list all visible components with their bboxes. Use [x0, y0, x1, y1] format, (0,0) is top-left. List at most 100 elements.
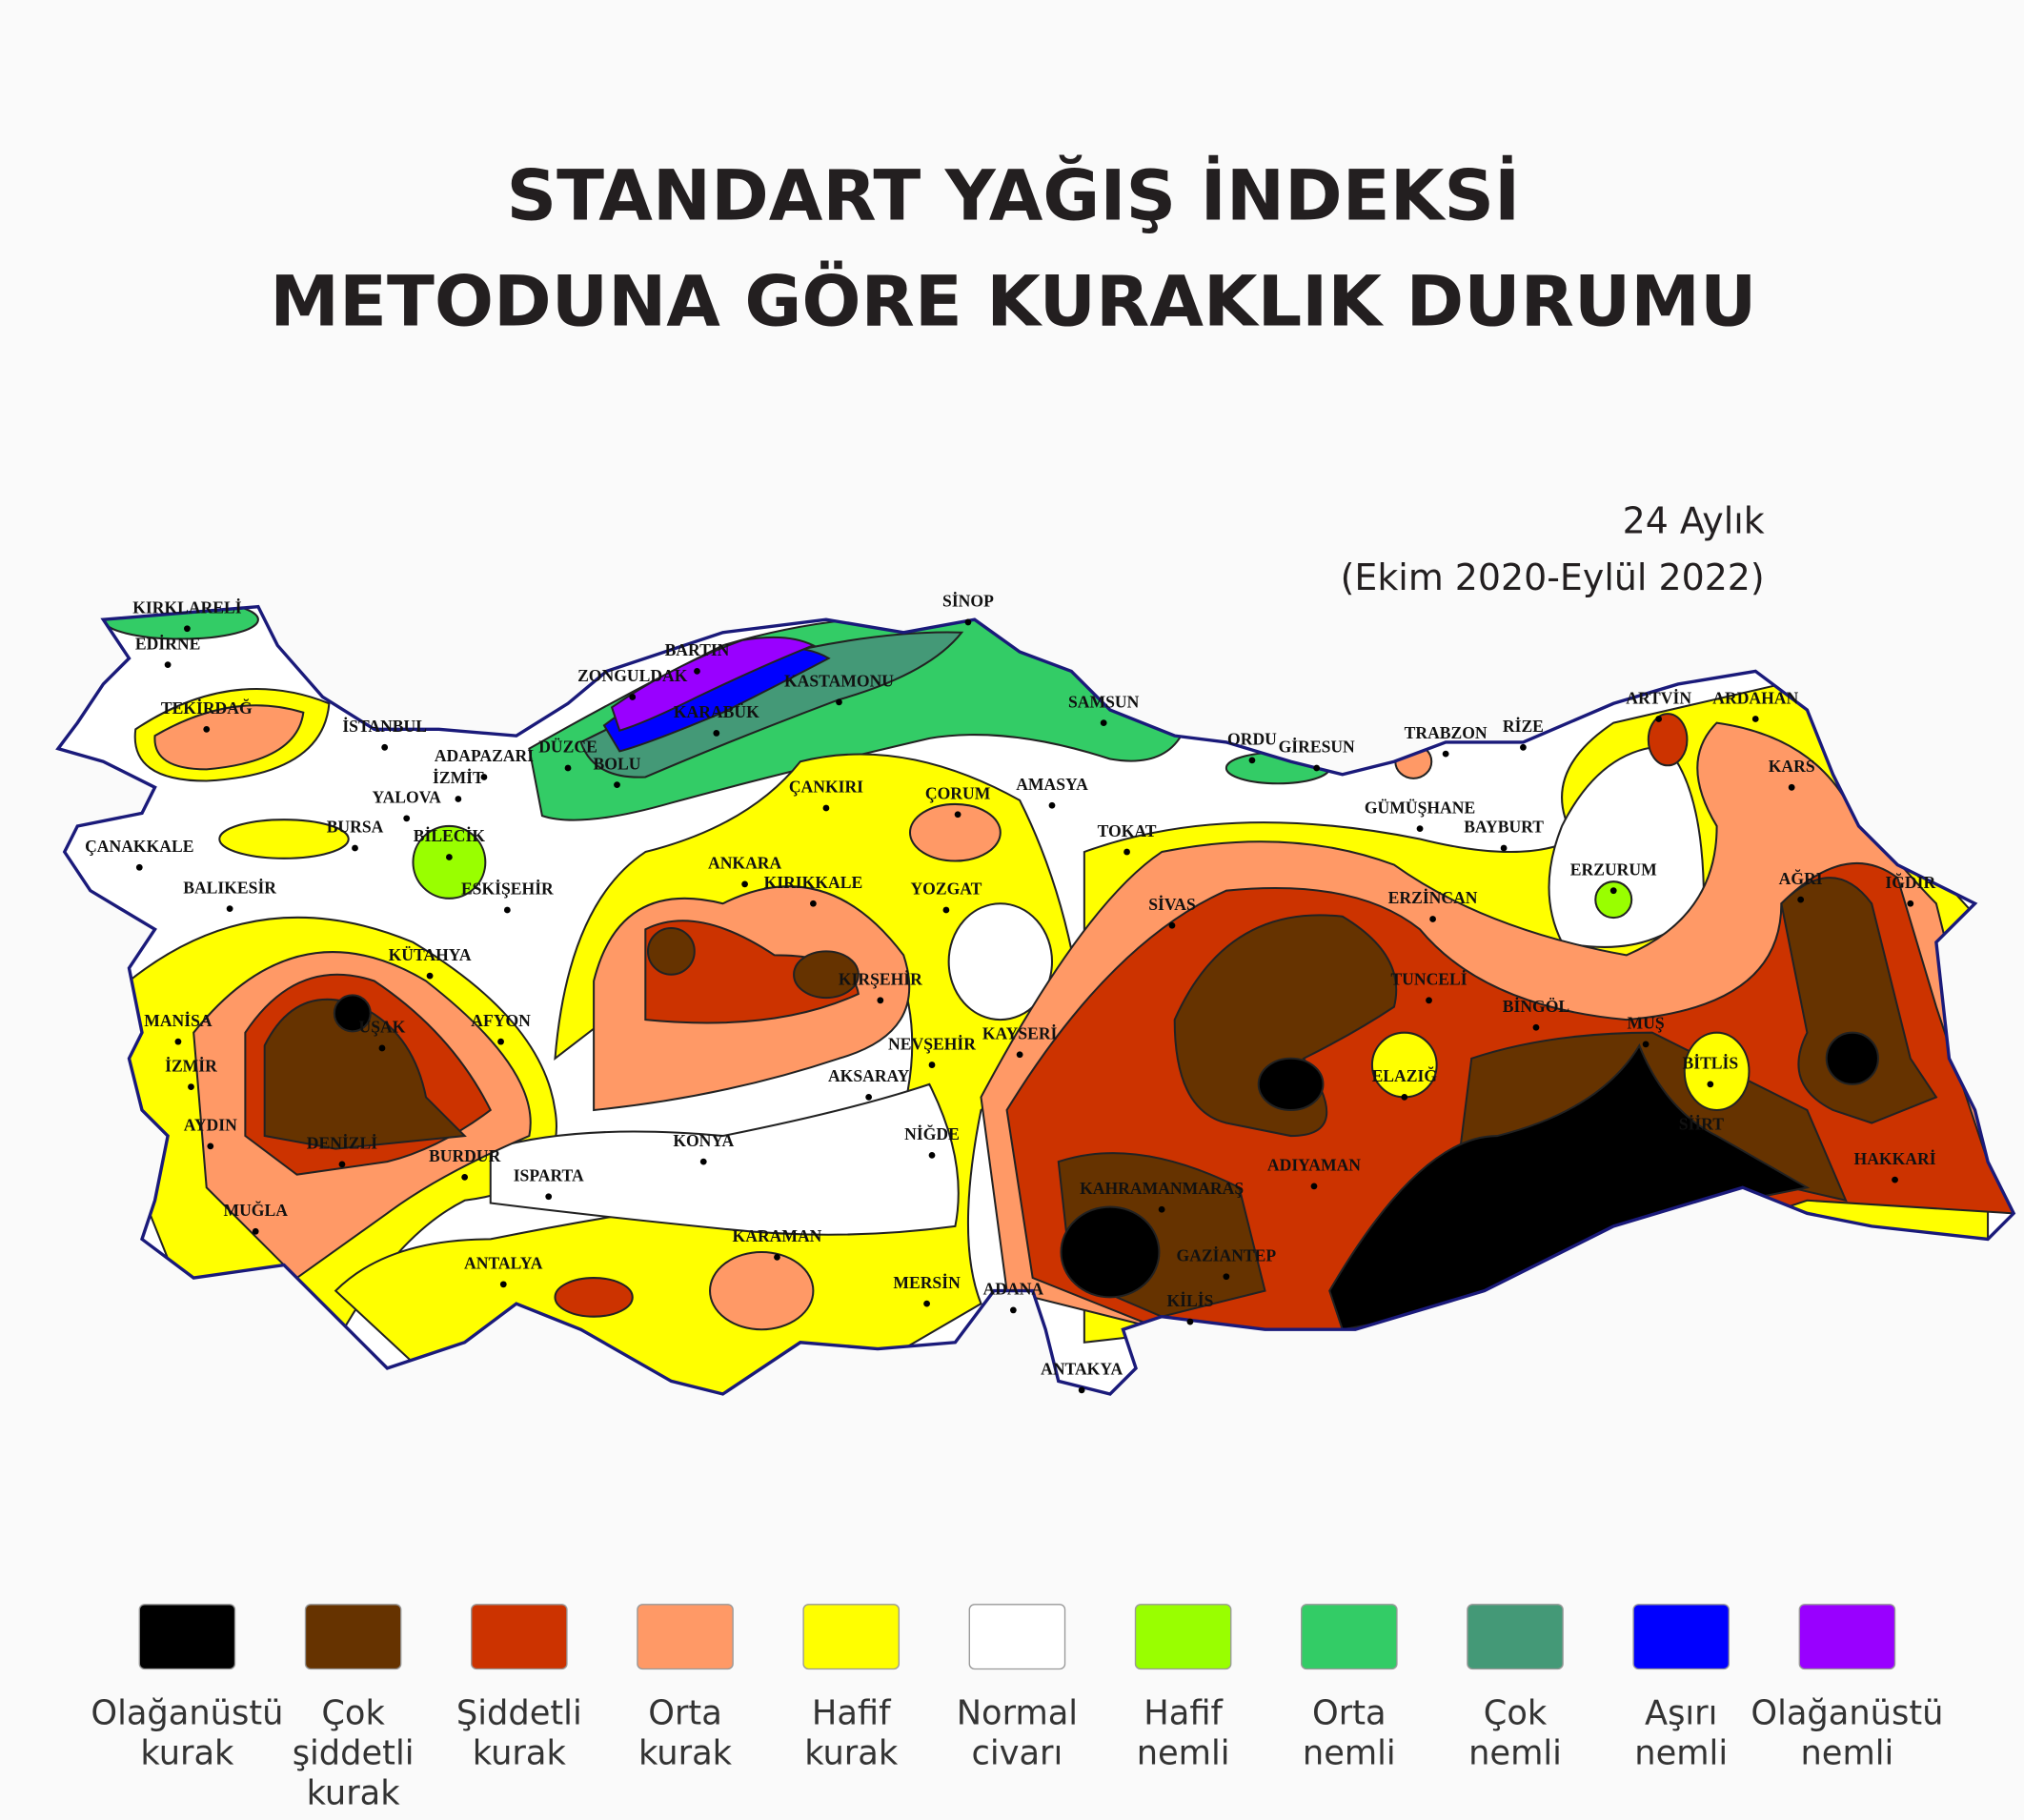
- legend-label: civarı: [972, 1734, 1063, 1773]
- city-dot: [1532, 1023, 1540, 1031]
- zone: [1173, 914, 1398, 1138]
- city-label: BURSA: [327, 818, 384, 837]
- city-dot: [378, 1044, 386, 1052]
- city-label: ELAZIĞ: [1372, 1066, 1438, 1085]
- city-label: GAZİANTEP: [1177, 1245, 1277, 1264]
- city-dot: [923, 1300, 930, 1307]
- city-label: BOLU: [594, 754, 641, 773]
- city-label: ANKARA: [708, 854, 782, 873]
- zone: [1060, 1205, 1161, 1299]
- city-dot: [1429, 916, 1436, 922]
- city-label: ADANA: [983, 1280, 1044, 1299]
- city-dot: [252, 1227, 259, 1235]
- subtitle: (Ekim 2020-Eylül 2022): [1341, 556, 1765, 598]
- city-dot: [1892, 1176, 1898, 1183]
- city-label: ÇANAKKALE: [85, 837, 193, 856]
- city-dot: [503, 906, 511, 914]
- city-dot: [1048, 801, 1056, 809]
- city-dot: [1248, 757, 1256, 764]
- zone: [1370, 1031, 1438, 1099]
- subtitle: 24 Aylık: [1623, 499, 1765, 541]
- city-dot: [928, 1151, 936, 1159]
- legend-swatch: [637, 1604, 734, 1670]
- city-dot: [1009, 1306, 1017, 1314]
- city-label: KIRIKKALE: [764, 873, 863, 892]
- city-dot: [499, 1281, 507, 1288]
- zone: [1683, 1031, 1751, 1111]
- city-dot: [1168, 921, 1176, 929]
- city-dot: [1500, 844, 1508, 852]
- city-dot: [822, 804, 830, 812]
- city-dot: [699, 1158, 707, 1165]
- zone: [218, 819, 350, 859]
- city-label: BURDUR: [429, 1146, 501, 1165]
- city-label: ANTAKYA: [1041, 1360, 1123, 1379]
- zone: [412, 824, 487, 900]
- city-dot: [207, 1143, 214, 1150]
- zone: [333, 994, 372, 1033]
- drought-zones: [102, 606, 2014, 1394]
- city-label: KAHRAMANMARAŞ: [1080, 1179, 1244, 1198]
- city-label: TEKİRDAĞ: [161, 698, 253, 718]
- city-label: TOKAT: [1098, 821, 1157, 840]
- city-dot: [497, 1038, 504, 1045]
- city-label: UŞAK: [359, 1018, 406, 1037]
- city-label: KARS: [1769, 757, 1815, 776]
- legend-label: Normal: [957, 1694, 1078, 1733]
- city-label: KÜTAHYA: [389, 945, 472, 964]
- city-dot: [545, 1193, 553, 1201]
- zone: [1594, 880, 1633, 920]
- city-label: AĞRI: [1779, 869, 1823, 888]
- zone: [554, 1277, 634, 1318]
- legend-swatch: [304, 1604, 402, 1670]
- legend-label: Hafif: [1144, 1694, 1224, 1733]
- city-dot: [174, 1038, 182, 1045]
- city-label: KASTAMONU: [784, 672, 894, 691]
- city-label: NEVŞEHİR: [888, 1034, 976, 1053]
- city-dot: [1697, 1142, 1705, 1148]
- city-label: SİNOP: [942, 592, 994, 611]
- city-label: IĞDIR: [1885, 873, 1935, 892]
- city-dot: [1609, 887, 1617, 895]
- city-label: İZMİR: [165, 1056, 217, 1075]
- city-dot: [954, 811, 961, 819]
- city-label: KARABÜK: [674, 702, 759, 721]
- zone: [610, 636, 816, 732]
- legend-label: Hafif: [812, 1694, 892, 1733]
- city-label: İZMİT: [433, 768, 484, 787]
- city-label: ÇANKIRI: [789, 778, 863, 797]
- city-label: HAKKARİ: [1854, 1149, 1936, 1168]
- city-dot: [1310, 1183, 1318, 1190]
- zone: [709, 1250, 815, 1331]
- city-label: ERZİNCAN: [1388, 888, 1478, 907]
- city-label: EDİRNE: [135, 634, 200, 653]
- city-dot: [403, 815, 411, 822]
- city-dot: [713, 730, 720, 737]
- city-label: BARTIN: [665, 640, 730, 659]
- zone: [646, 926, 696, 976]
- legend-label: şiddetli: [293, 1734, 415, 1773]
- city-label: ADIYAMAN: [1267, 1156, 1361, 1175]
- city-dot: [865, 1094, 873, 1101]
- city-label: AKSARAY: [828, 1066, 910, 1085]
- legend-label: nemli: [1468, 1734, 1562, 1773]
- title: STANDART YAĞIŞ İNDEKSİ: [506, 154, 1520, 236]
- legend-label: Olağanüstü: [91, 1694, 283, 1733]
- city-dot: [455, 796, 462, 802]
- legend-swatch: [138, 1604, 236, 1670]
- city-dot: [1907, 900, 1914, 907]
- city-dot: [1123, 848, 1130, 856]
- city-dot: [964, 618, 972, 626]
- legend-label: nemli: [1801, 1734, 1894, 1773]
- zone: [1825, 1031, 1879, 1085]
- city-label: DENİZLİ: [307, 1134, 377, 1153]
- zone: [908, 802, 1002, 862]
- city-dot: [1078, 1386, 1085, 1394]
- city-label: KONYA: [673, 1131, 734, 1150]
- city-dot: [1313, 764, 1321, 772]
- city-dot: [836, 698, 842, 706]
- city-dot: [135, 863, 143, 871]
- city-dot: [1520, 743, 1527, 751]
- city-dot: [1655, 716, 1663, 722]
